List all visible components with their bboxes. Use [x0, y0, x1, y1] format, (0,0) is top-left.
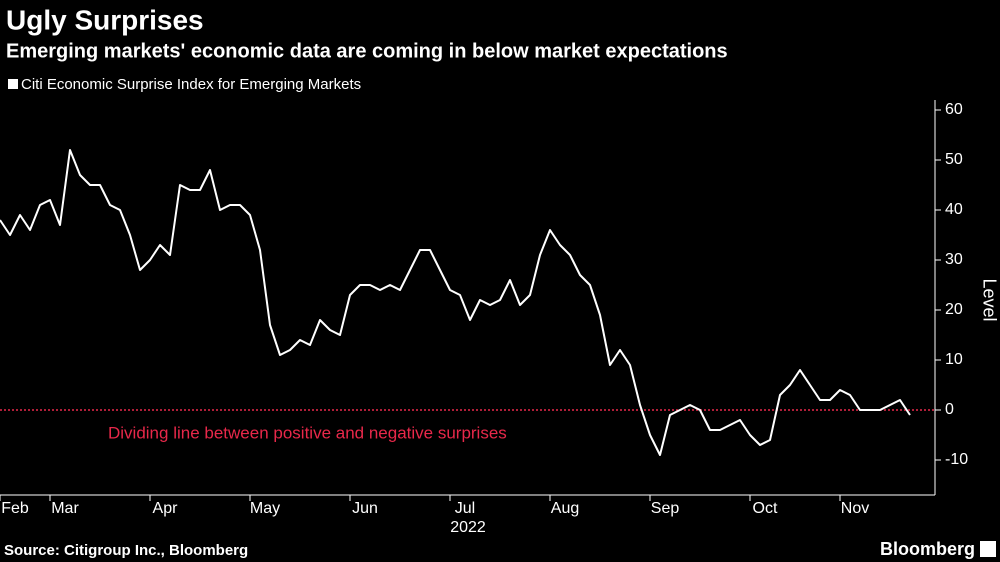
source: Source: Citigroup Inc., Bloomberg — [4, 542, 248, 559]
y-tick-label: 40 — [945, 201, 963, 218]
y-tick-label: 10 — [945, 351, 963, 368]
reference-label: Dividing line between positive and negat… — [108, 423, 507, 442]
x-axis-label: 2022 — [450, 519, 486, 536]
y-tick-label: 20 — [945, 301, 963, 318]
y-tick-label: 60 — [945, 101, 963, 118]
chart-title: Ugly Surprises — [6, 4, 204, 35]
y-tick-label: 50 — [945, 151, 963, 168]
x-tick-label: Sep — [651, 500, 680, 517]
brand-icon — [980, 541, 996, 557]
y-tick-label: 0 — [945, 401, 954, 418]
x-tick-label: Oct — [753, 500, 778, 517]
legend-label: Citi Economic Surprise Index for Emergin… — [21, 76, 361, 93]
x-tick-label: May — [250, 500, 280, 517]
legend-swatch — [8, 79, 18, 89]
x-tick-label: Mar — [51, 500, 79, 517]
x-tick-label: Jun — [352, 500, 378, 517]
y-tick-label: 30 — [945, 251, 963, 268]
brand: Bloomberg — [880, 539, 975, 559]
series-line — [0, 149, 911, 456]
y-axis-label: Level — [979, 278, 999, 321]
x-tick-label: Jul — [455, 500, 475, 517]
y-tick-label: -10 — [945, 451, 968, 468]
x-tick-label: Apr — [153, 500, 179, 517]
chart-subtitle: Emerging markets' economic data are comi… — [6, 40, 728, 62]
x-tick-label: Aug — [551, 500, 579, 517]
x-tick-label: Nov — [841, 500, 869, 517]
x-tick-label: Feb — [1, 500, 29, 517]
